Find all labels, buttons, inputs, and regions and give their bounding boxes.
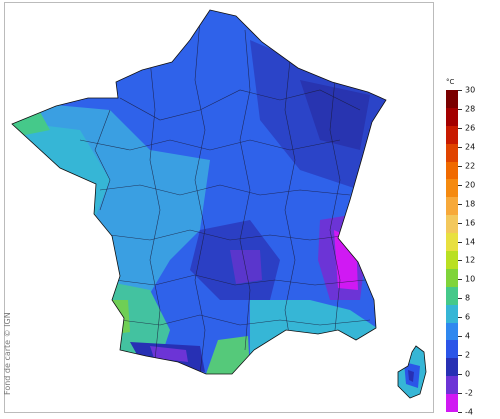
legend-unit: °C — [446, 78, 455, 86]
color-scale-tick-label: 22 — [465, 161, 476, 171]
corsica-outline — [397, 345, 427, 399]
color-scale-segment — [446, 268, 458, 288]
color-scale-segment — [446, 161, 458, 180]
color-scale-tick-mark — [458, 412, 462, 413]
color-scale-tick-mark — [458, 260, 462, 262]
color-scale-segment — [446, 394, 458, 413]
color-scale-tick-label: 2 — [465, 350, 471, 360]
map-credit: Fond de carte © IGN — [3, 312, 12, 395]
color-scale-tick-label: 28 — [465, 104, 476, 114]
color-scale-tick-mark — [458, 279, 462, 281]
color-scale-tick-mark — [458, 393, 462, 395]
color-scale-segment — [446, 358, 458, 377]
color-scale-tick-mark — [458, 165, 462, 167]
color-scale-tick-mark — [458, 355, 462, 357]
color-scale-tick-label: 0 — [465, 369, 471, 379]
color-scale-tick-label: 12 — [465, 255, 476, 265]
color-scale-tick-label: 20 — [465, 180, 476, 190]
color-scale-tick-mark — [458, 108, 462, 110]
department-borders — [79, 19, 371, 374]
color-scale-segment — [446, 90, 458, 109]
color-scale-segment — [446, 340, 458, 359]
color-scale-tick-label: 14 — [465, 237, 476, 247]
color-scale-segment — [446, 304, 458, 324]
france-outline — [11, 9, 387, 375]
color-scale-segment — [446, 197, 458, 216]
color-scale-tick-label: 26 — [465, 123, 476, 133]
color-scale-tick-label: 10 — [465, 274, 476, 284]
color-scale-tick-mark — [458, 241, 462, 243]
color-scale-tick-label: 18 — [465, 199, 476, 209]
color-scale-segment — [446, 179, 458, 198]
color-scale-tick-label: 16 — [465, 218, 476, 228]
color-scale-tick-mark — [458, 127, 462, 129]
color-scale-segment — [446, 143, 458, 163]
color-scale-tick-mark — [458, 146, 462, 148]
color-scale-tick-label: 30 — [465, 85, 476, 95]
color-scale-segment — [446, 233, 458, 252]
color-scale-tick-mark — [458, 203, 462, 205]
color-scale-tick-mark — [458, 298, 462, 300]
color-scale-tick-mark — [458, 222, 462, 224]
color-scale-tick-label: 8 — [465, 293, 471, 303]
color-scale-tick-label: -2 — [465, 388, 473, 398]
color-scale-tick-mark — [458, 90, 462, 91]
color-scale-segment — [446, 215, 458, 234]
color-scale-tick-mark — [458, 374, 462, 376]
color-scale-tick-mark — [458, 317, 462, 319]
color-scale-segment — [446, 322, 458, 341]
color-scale-tick-label: -4 — [465, 407, 473, 417]
mainland-temperature-field — [12, 10, 386, 374]
color-scale-tick-mark — [458, 184, 462, 186]
color-scale-tick-label: 6 — [465, 312, 471, 322]
color-scale-segment — [446, 251, 458, 270]
color-scale-segment — [446, 286, 458, 306]
color-scale-tick-mark — [458, 336, 462, 338]
color-scale-bar — [446, 90, 458, 413]
corsica-temperature-field — [398, 346, 426, 398]
color-scale-segment — [446, 376, 458, 395]
color-scale-segment — [446, 125, 458, 145]
color-scale-tick-label: 4 — [465, 331, 471, 341]
color-scale-segment — [446, 107, 458, 127]
color-scale-tick-label: 24 — [465, 142, 476, 152]
